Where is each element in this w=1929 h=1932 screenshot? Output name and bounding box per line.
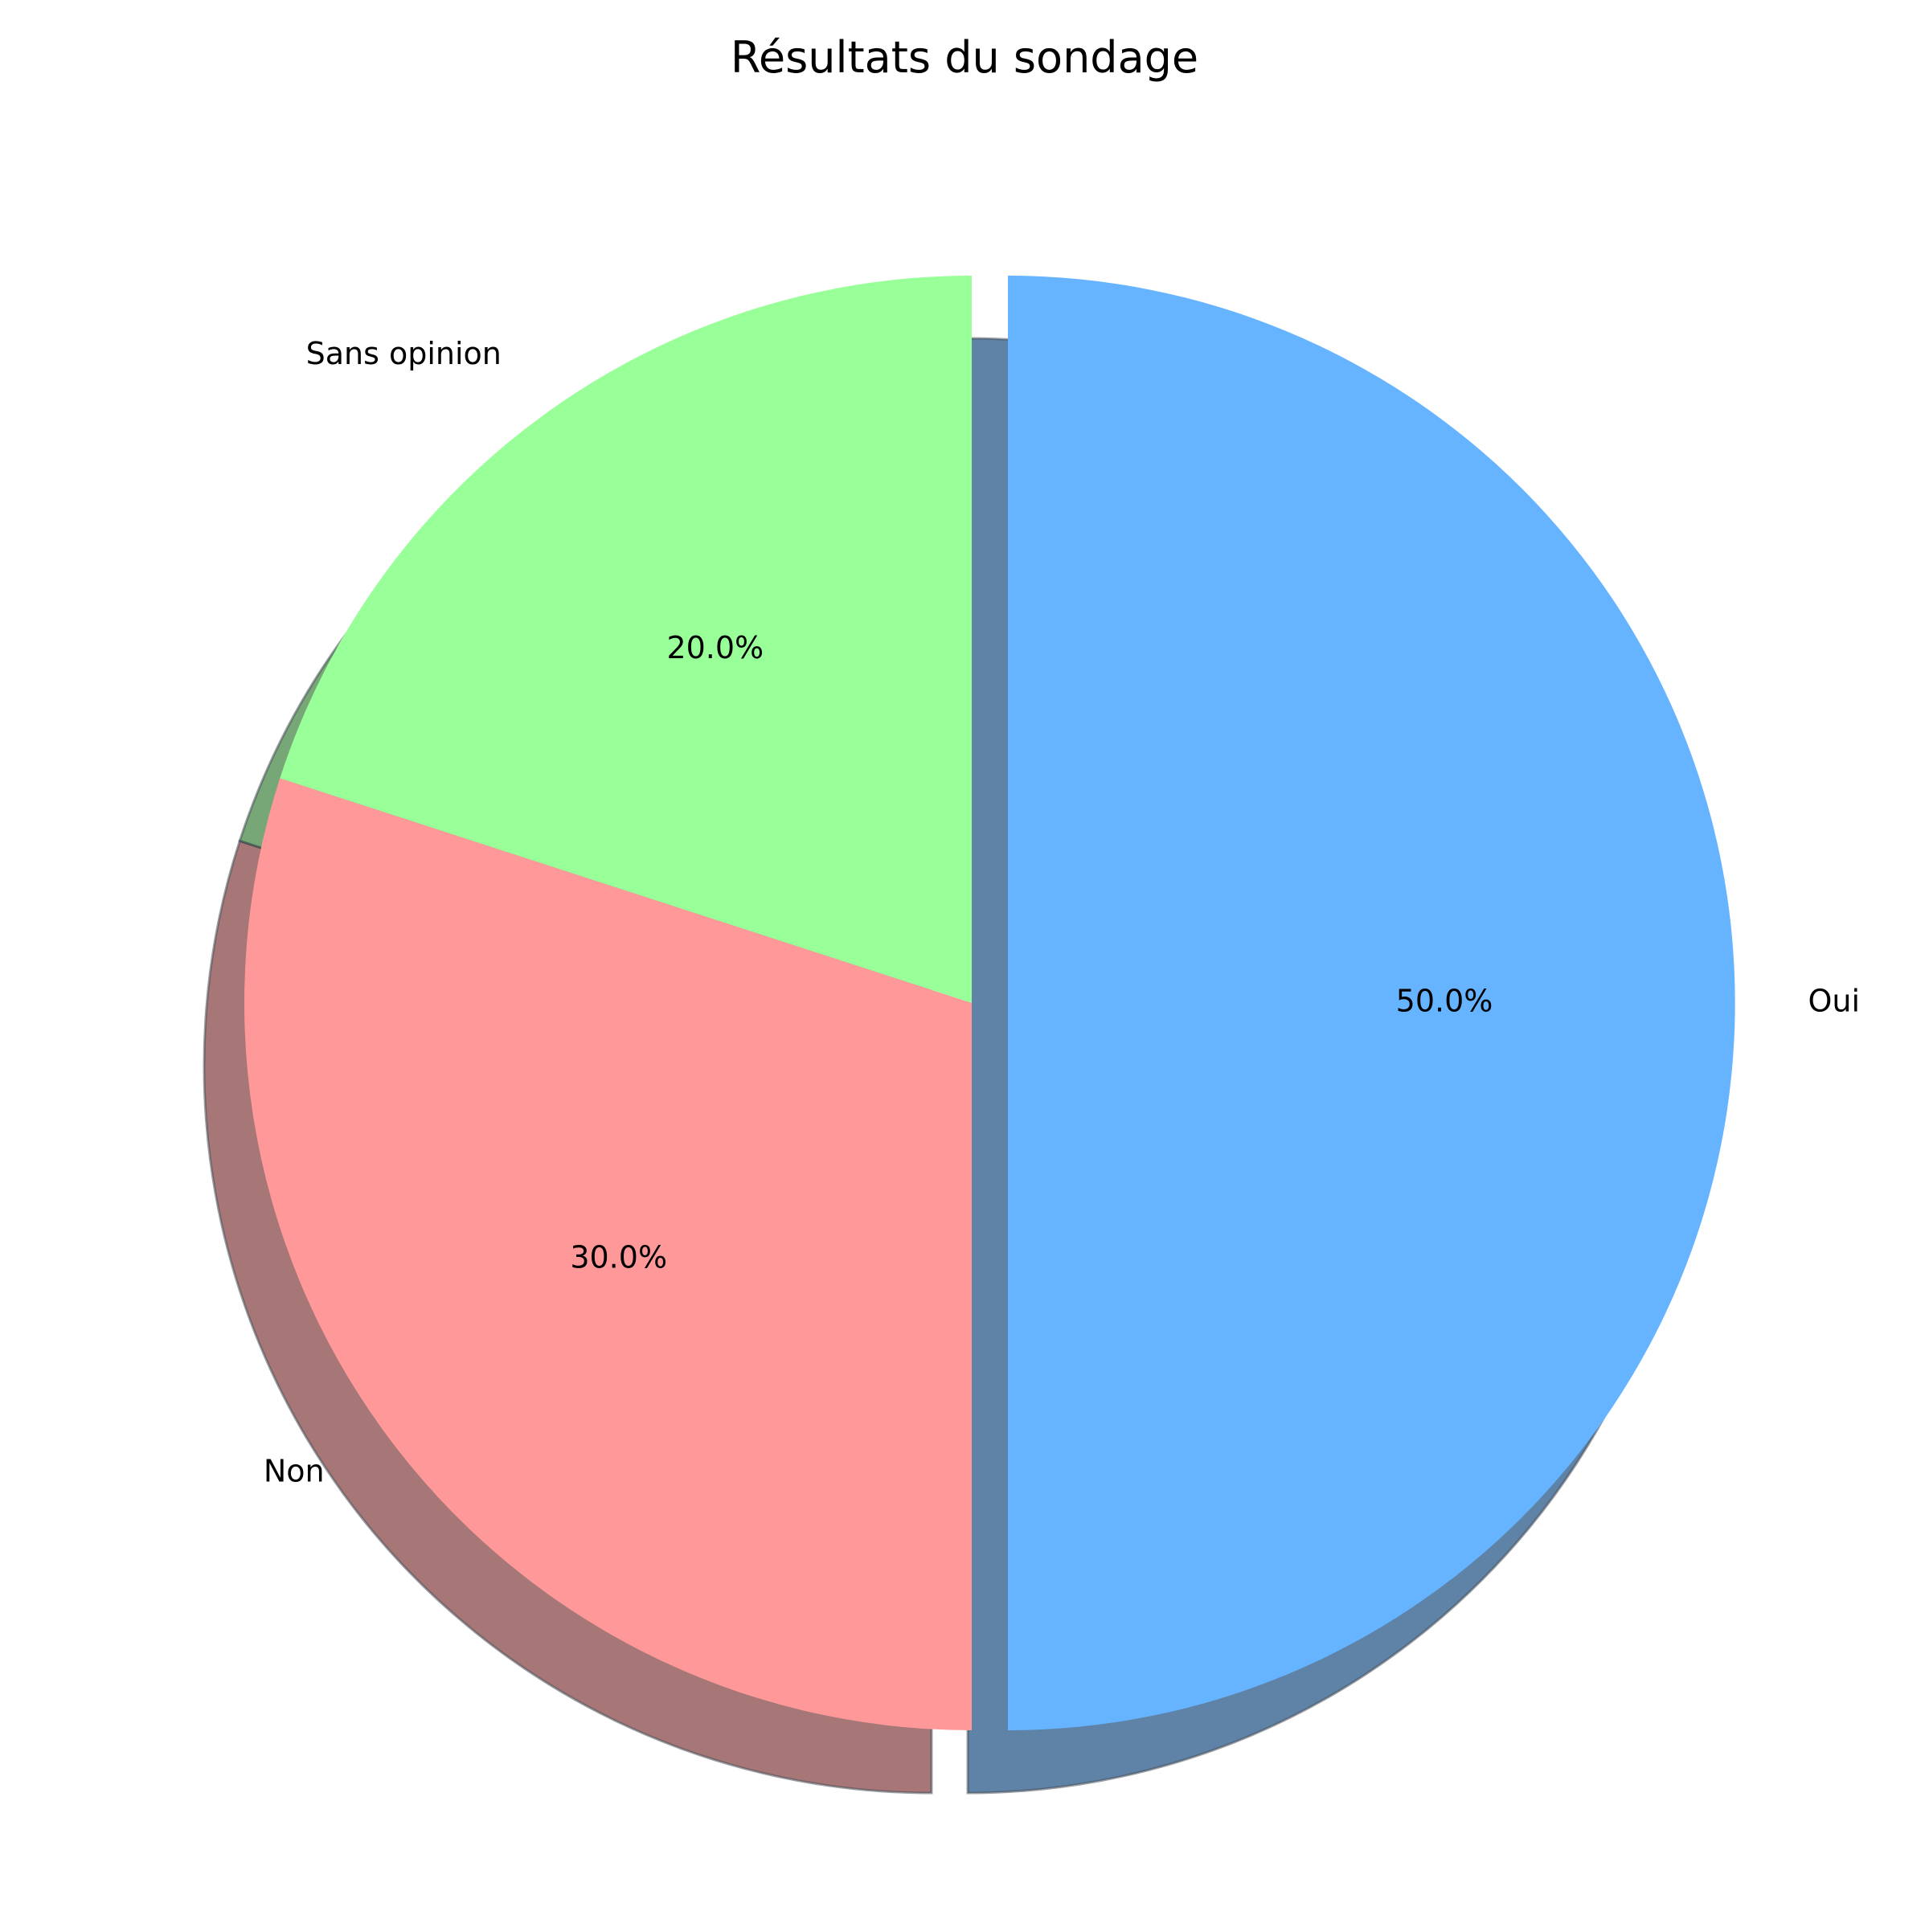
pct-label-oui: 50.0% (1396, 984, 1493, 1019)
pie-slice-sans-opinion (280, 276, 972, 1003)
label-layer: Oui 50.0% Non 30.0% Sans opinion 20.0% (264, 336, 1861, 1489)
pct-label-non: 30.0% (570, 1240, 667, 1275)
slice-label-non: Non (264, 1454, 325, 1489)
slice-label-oui: Oui (1808, 984, 1861, 1019)
pie-slice-oui (1008, 276, 1735, 1730)
pie-slice-non (244, 778, 972, 1730)
chart-title: Résultats du sondage (731, 32, 1198, 83)
slice-label-sans-opinion: Sans opinion (306, 336, 502, 371)
pct-label-sans-opinion: 20.0% (666, 630, 764, 665)
slice-layer (244, 276, 1735, 1730)
